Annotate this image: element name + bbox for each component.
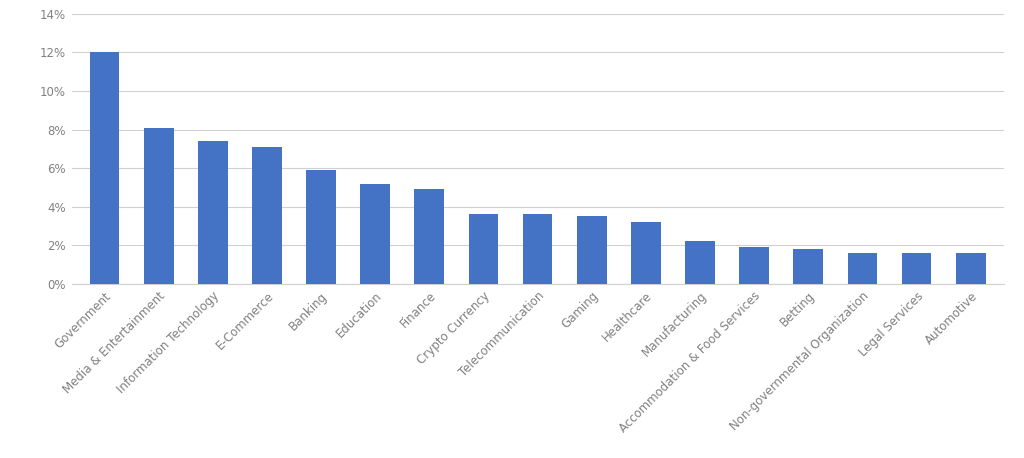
Bar	[902, 253, 932, 284]
Bar	[252, 147, 282, 284]
Bar	[90, 52, 120, 284]
Bar	[955, 253, 985, 284]
Bar	[143, 128, 173, 284]
Bar	[360, 184, 390, 284]
Bar	[522, 214, 553, 284]
Bar	[794, 249, 823, 284]
Bar	[685, 241, 715, 284]
Bar	[198, 141, 227, 284]
Bar	[306, 170, 336, 284]
Bar	[415, 190, 444, 284]
Bar	[848, 253, 878, 284]
Bar	[631, 222, 660, 284]
Bar	[469, 214, 499, 284]
Bar	[739, 247, 769, 284]
Bar	[577, 217, 606, 284]
